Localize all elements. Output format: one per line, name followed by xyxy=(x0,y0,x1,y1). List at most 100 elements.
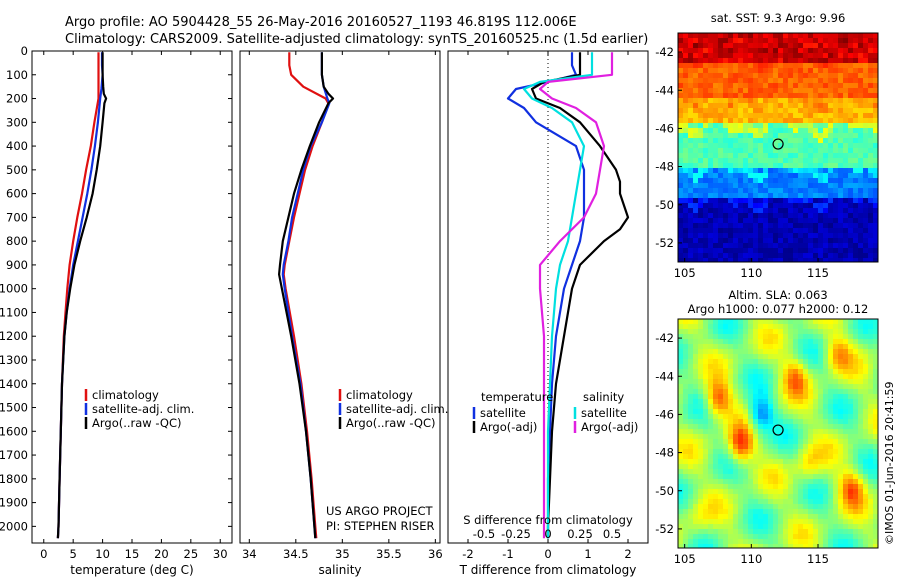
sla_map-cell xyxy=(788,349,793,354)
sst_map-cell xyxy=(698,253,703,258)
sst_map-cell xyxy=(863,238,868,243)
sst_map-cell xyxy=(798,53,803,58)
sla_map-cell xyxy=(873,389,878,394)
sla_map-cell xyxy=(803,444,808,449)
sst_map-cell xyxy=(708,58,713,63)
sst_map-cell xyxy=(833,108,838,113)
sla_map-cell xyxy=(783,389,788,394)
sst_map-cell xyxy=(838,218,843,223)
sla_map-cell xyxy=(778,439,783,444)
sla_map-cell xyxy=(748,459,753,464)
sst_map-cell xyxy=(753,198,758,203)
sla_map-cell xyxy=(843,379,848,384)
sst_map-cell xyxy=(843,78,848,83)
sst_map-cell xyxy=(793,248,798,253)
sst_map-cell xyxy=(713,168,718,173)
sla_map-cell xyxy=(768,354,773,359)
sst_map-cell xyxy=(873,133,878,138)
sla_map-cell xyxy=(843,329,848,334)
sst_map-cell xyxy=(773,33,778,38)
sst_map-cell xyxy=(858,73,863,78)
sla_map-cell xyxy=(703,464,708,469)
sla_map-cell xyxy=(698,319,703,324)
sla_map-cell xyxy=(723,414,728,419)
sla_map-cell xyxy=(748,439,753,444)
sst_map-cell xyxy=(713,88,718,93)
sla_map-cell xyxy=(718,424,723,429)
sst_map-cell xyxy=(798,163,803,168)
sst_map-cell xyxy=(728,53,733,58)
sst_map-cell xyxy=(848,253,853,258)
sla_map-cell xyxy=(848,389,853,394)
sla_map-cell xyxy=(848,339,853,344)
sla_map-cell xyxy=(758,334,763,339)
sla_map-cell xyxy=(773,444,778,449)
sla_map-cell xyxy=(763,439,768,444)
sst_map-cell xyxy=(753,43,758,48)
sla_map-cell xyxy=(868,489,873,494)
sst_map-cell xyxy=(788,193,793,198)
sst_map-cell xyxy=(688,123,693,128)
sst_map-cell xyxy=(763,113,768,118)
sst_map-cell xyxy=(823,203,828,208)
sla_map-cell xyxy=(698,374,703,379)
sst_map-cell xyxy=(743,38,748,43)
sla_map-cell xyxy=(858,449,863,454)
sla_map-cell xyxy=(708,484,713,489)
sla_map-cell xyxy=(778,414,783,419)
sla_map-cell xyxy=(843,384,848,389)
sst_map-cell xyxy=(803,203,808,208)
sla_map-cell xyxy=(783,444,788,449)
sla_map-cell xyxy=(843,539,848,544)
sst_map-cell xyxy=(708,188,713,193)
sst_map-cell xyxy=(838,148,843,153)
sla_map-cell xyxy=(813,384,818,389)
sst_map-cell xyxy=(848,143,853,148)
sla_map-cell xyxy=(773,499,778,504)
sla_map-cell xyxy=(828,339,833,344)
sla_map-cell xyxy=(793,419,798,424)
sla_map-cell xyxy=(768,324,773,329)
sla_map-cell xyxy=(678,334,683,339)
sst_map-cell xyxy=(688,103,693,108)
sla_map-cell xyxy=(718,404,723,409)
sst_map-cell xyxy=(783,83,788,88)
sst_map-cell xyxy=(688,228,693,233)
sla_map-cell xyxy=(793,324,798,329)
sla_map-cell xyxy=(838,539,843,544)
sla_map-cell xyxy=(798,449,803,454)
sla_map-cell xyxy=(763,374,768,379)
sst_map-cell xyxy=(828,108,833,113)
sla_map-cell xyxy=(798,469,803,474)
sst_map-cell xyxy=(703,68,708,73)
sla_map-cell xyxy=(683,354,688,359)
sst_map-cell xyxy=(798,173,803,178)
sla_map-cell xyxy=(738,334,743,339)
sst_map-cell xyxy=(728,168,733,173)
sla_map-cell xyxy=(758,434,763,439)
sst_map-cell xyxy=(773,38,778,43)
sst_map-cell xyxy=(713,58,718,63)
sla_map-cell xyxy=(778,459,783,464)
sla_map-cell xyxy=(873,404,878,409)
sla_map-cell xyxy=(793,499,798,504)
sst_map-cell xyxy=(703,178,708,183)
sla_map-cell xyxy=(713,424,718,429)
sla_map-cell xyxy=(768,374,773,379)
sla_map-cell xyxy=(713,449,718,454)
sst_map-cell xyxy=(798,218,803,223)
sla_map-cell xyxy=(788,484,793,489)
s-difference-axis-label: S difference from climatology xyxy=(463,513,633,527)
sla_map-cell xyxy=(873,424,878,429)
sla_map-cell xyxy=(848,359,853,364)
sst_map-cell xyxy=(703,238,708,243)
sla_map-lat-tick-label: -52 xyxy=(655,522,674,536)
sst_map-cell xyxy=(868,183,873,188)
sst_map-cell xyxy=(813,108,818,113)
sst_map-cell xyxy=(793,173,798,178)
sst_map-cell xyxy=(703,188,708,193)
sla_map-cell xyxy=(683,339,688,344)
sla_map-cell xyxy=(768,449,773,454)
sla_map-cell xyxy=(758,439,763,444)
sla_map-cell xyxy=(743,544,748,548)
